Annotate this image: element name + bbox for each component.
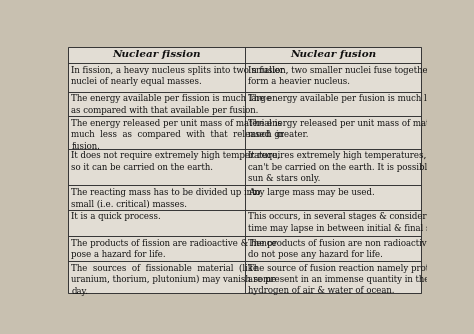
Text: The reacting mass has to be divided up into
small (i.e. critical) masses.: The reacting mass has to be divided up i…	[72, 188, 261, 208]
Text: The energy released per unit mass of material is
much greater.: The energy released per unit mass of mat…	[248, 119, 458, 139]
Text: In fusion, two smaller nuclei fuse together to
form a heavier nucleus.: In fusion, two smaller nuclei fuse toget…	[248, 66, 443, 86]
Text: The source of fusion reaction namely protons
are present in an immense quantity : The source of fusion reaction namely pro…	[248, 264, 444, 296]
Text: Nuclear fission: Nuclear fission	[112, 50, 201, 59]
Text: The products of fission are radioactive & hence
pose a hazard for life.: The products of fission are radioactive …	[72, 239, 277, 260]
Text: Any large mass may be used.: Any large mass may be used.	[248, 188, 374, 197]
Text: The energy available per fission is much large
as compared with that available p: The energy available per fission is much…	[72, 94, 272, 115]
Text: The  sources  of  fissionable  material  (like
uranium, thorium, plutonium) may : The sources of fissionable material (lik…	[72, 264, 277, 296]
Text: The energy available per fusion is much less.: The energy available per fusion is much …	[248, 94, 443, 103]
Text: It requires extremely high temperatures, so it
can't be carried on the earth. It: It requires extremely high temperatures,…	[248, 151, 447, 183]
Text: It does not require extremely high temperature,
so it can be carried on the eart: It does not require extremely high tempe…	[72, 151, 281, 172]
Text: Nuclear fusion: Nuclear fusion	[290, 50, 376, 59]
Text: The products of fusion are non radioactive & so
do not pose any hazard for life.: The products of fusion are non radioacti…	[248, 239, 454, 260]
Text: The energy released per unit mass of material is
much  less  as  compared  with : The energy released per unit mass of mat…	[72, 119, 284, 151]
Text: It is a quick process.: It is a quick process.	[72, 212, 161, 221]
Text: This occurs, in several stages & considerable
time may lapse in between initial : This occurs, in several stages & conside…	[248, 212, 456, 232]
Text: In fission, a heavy nucleus splits into two smaller
nuclei of nearly equal masse: In fission, a heavy nucleus splits into …	[72, 66, 284, 86]
